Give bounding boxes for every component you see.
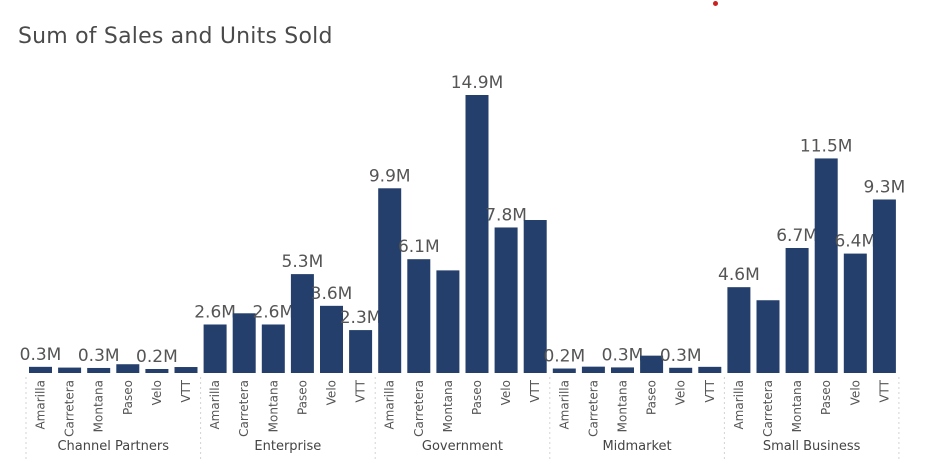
data-label: 9.3M [864, 177, 906, 197]
data-label: 11.5M [800, 136, 853, 156]
x-tick-label: VTT [528, 379, 542, 402]
bar [174, 367, 198, 373]
group-label: Government [422, 439, 503, 454]
data-label: 7.8M [485, 205, 527, 225]
data-label: 5.3M [282, 252, 324, 272]
x-tick-label: Velo [325, 380, 339, 405]
data-label: 2.6M [194, 302, 236, 322]
x-tick-label: VTT [877, 379, 891, 402]
bar [494, 227, 518, 373]
x-tick-label: Paseo [121, 380, 135, 415]
x-tick-label: Carretera [586, 380, 600, 437]
bar [203, 324, 227, 373]
x-tick-label: Amarilla [208, 380, 222, 430]
x-tick-label: Velo [674, 380, 688, 405]
bar [232, 313, 256, 373]
bar [698, 366, 722, 373]
data-label: 0.2M [136, 347, 178, 367]
data-label: 14.9M [451, 73, 504, 93]
bar [785, 247, 809, 373]
data-label: 3.6M [311, 284, 353, 304]
data-label: 2.3M [340, 308, 382, 328]
x-tick-label: Paseo [295, 380, 309, 415]
x-tick-label: Carretera [761, 380, 775, 437]
data-label: 6.7M [776, 226, 818, 246]
bar [378, 188, 402, 373]
x-tick-label: Paseo [819, 380, 833, 415]
bar [436, 270, 460, 373]
data-label: 6.1M [398, 237, 440, 257]
x-tick-label: Montana [92, 380, 106, 432]
x-tick-label: Carretera [412, 380, 426, 437]
x-tick-label: Paseo [645, 380, 659, 415]
data-label: 0.2M [543, 347, 585, 367]
status-dot [713, 1, 718, 6]
group-label: Enterprise [254, 439, 321, 454]
x-tick-label: Carretera [63, 380, 77, 437]
data-label: 0.3M [602, 345, 644, 365]
x-tick-label: Amarilla [34, 380, 48, 430]
x-tick-label: VTT [179, 379, 193, 402]
x-tick-label: Amarilla [557, 380, 571, 430]
bar [116, 364, 140, 373]
bar [552, 368, 576, 373]
bar [145, 369, 169, 373]
bar [58, 367, 82, 373]
x-tick-label: Velo [848, 380, 862, 405]
data-label: 0.3M [660, 346, 702, 366]
x-tick-label: Montana [441, 380, 455, 432]
bar [669, 367, 693, 373]
data-label: 6.4M [834, 232, 876, 252]
bar [727, 287, 751, 373]
x-tick-label: Montana [790, 380, 804, 432]
bar [814, 158, 838, 373]
x-tick-label: Carretera [237, 380, 251, 437]
x-tick-label: Montana [616, 380, 630, 432]
bar [290, 274, 314, 373]
x-tick-label: Montana [266, 380, 280, 432]
bar [465, 95, 489, 373]
data-label: 4.6M [718, 265, 760, 285]
group-label: Channel Partners [57, 439, 169, 454]
bar [843, 253, 867, 373]
x-tick-label: Velo [499, 380, 513, 405]
bar [611, 367, 634, 373]
bar [320, 305, 343, 373]
bar [640, 355, 664, 373]
data-label: 9.9M [369, 166, 411, 186]
x-tick-label: VTT [354, 379, 368, 402]
x-tick-label: VTT [703, 379, 717, 402]
data-label: 0.3M [78, 346, 120, 366]
bar [29, 366, 52, 373]
bar [872, 199, 896, 373]
bar [87, 367, 111, 373]
x-tick-label: Velo [150, 380, 164, 405]
group-label: Midmarket [602, 439, 671, 454]
bar [261, 324, 285, 373]
bar [523, 220, 547, 373]
data-label: 0.3M [20, 345, 62, 365]
bar [349, 330, 373, 373]
bar [581, 366, 605, 373]
x-tick-label: Amarilla [732, 380, 746, 430]
x-tick-label: Paseo [470, 380, 484, 415]
group-label: Small Business [763, 439, 861, 454]
x-tick-label: Amarilla [383, 380, 397, 430]
chart-title: Sum of Sales and Units Sold [18, 24, 333, 49]
bar [407, 259, 431, 373]
bar [756, 300, 780, 373]
data-label: 2.6M [252, 302, 294, 322]
